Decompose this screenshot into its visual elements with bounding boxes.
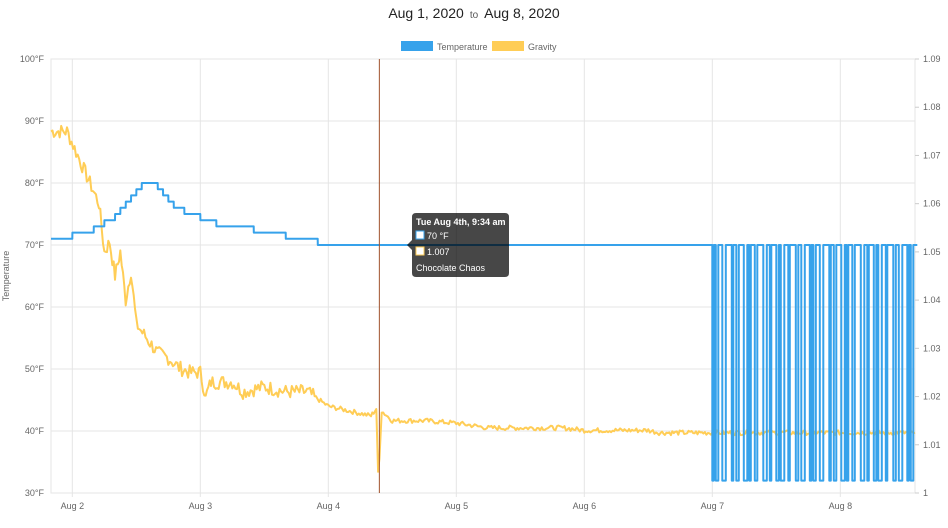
series-line-temperature <box>51 182 918 482</box>
date-range-title: Aug 1, 2020 to Aug 8, 2020 <box>0 5 948 21</box>
tooltip-swatch-temperature <box>415 230 425 240</box>
y-right-tick-label: 1.05 <box>923 247 941 257</box>
tooltip-swatch-gravity <box>415 246 425 256</box>
start-date[interactable]: Aug 1, 2020 <box>388 5 464 21</box>
y-right-tick-label: 1.07 <box>923 150 941 160</box>
y-right-tick-label: 1.03 <box>923 343 941 353</box>
y-left-tick-label: 30°F <box>25 488 45 498</box>
legend: Temperature Gravity <box>401 41 557 52</box>
x-tick-label: Aug 6 <box>573 501 597 511</box>
x-tick-label: Aug 7 <box>701 501 725 511</box>
legend-item-gravity[interactable]: Gravity <box>492 41 557 52</box>
legend-item-temperature[interactable]: Temperature <box>401 41 488 52</box>
y-right-tick-label: 1.04 <box>923 295 941 305</box>
legend-label-temperature: Temperature <box>437 42 488 52</box>
legend-swatch-gravity <box>492 41 524 51</box>
x-tick-label: Aug 2 <box>61 501 85 511</box>
x-tick-label: Aug 4 <box>317 501 341 511</box>
y-right-tick-label: 1.09 <box>923 54 941 64</box>
end-date[interactable]: Aug 8, 2020 <box>484 5 560 21</box>
y-right-tick-label: 1.01 <box>923 440 941 450</box>
y-right-tick-label: 1.06 <box>923 199 941 209</box>
y-right-tick-label: 1.02 <box>923 392 941 402</box>
y-left-tick-label: 60°F <box>25 302 45 312</box>
y-left-tick-label: 70°F <box>25 240 45 250</box>
y-left-tick-label: 100°F <box>20 54 45 64</box>
x-tick-label: Aug 8 <box>829 501 853 511</box>
tooltip-title: Tue Aug 4th, 9:34 am <box>416 217 506 227</box>
y-left-tick-label: 90°F <box>25 116 45 126</box>
y-axis-title: Temperature <box>1 251 11 302</box>
axes: 100°F 90°F 80°F 70°F 60°F 50°F 40°F 30°F 1.09 1.0… <box>20 54 941 511</box>
y-left-tick-label: 80°F <box>25 178 45 188</box>
legend-swatch-temperature <box>401 41 433 51</box>
x-tick-label: Aug 3 <box>189 501 213 511</box>
tooltip: Tue Aug 4th, 9:34 am 70 °F 1.007 Chocola… <box>407 213 509 277</box>
y-left-tick-label: 50°F <box>25 364 45 374</box>
to-label: to <box>469 10 479 21</box>
y-right-tick-label: 1 <box>923 488 928 498</box>
y-right-tick-label: 1.08 <box>923 102 941 112</box>
legend-label-gravity: Gravity <box>528 42 557 52</box>
y-left-tick-label: 40°F <box>25 426 45 436</box>
tooltip-gravity: 1.007 <box>427 247 450 257</box>
series-line-gravity <box>50 124 916 473</box>
grid <box>50 58 916 497</box>
tooltip-temperature: 70 °F <box>427 231 449 241</box>
series-layer <box>50 124 918 482</box>
x-tick-label: Aug 5 <box>445 501 469 511</box>
tooltip-box <box>407 213 509 277</box>
tooltip-label: Chocolate Chaos <box>416 263 486 273</box>
